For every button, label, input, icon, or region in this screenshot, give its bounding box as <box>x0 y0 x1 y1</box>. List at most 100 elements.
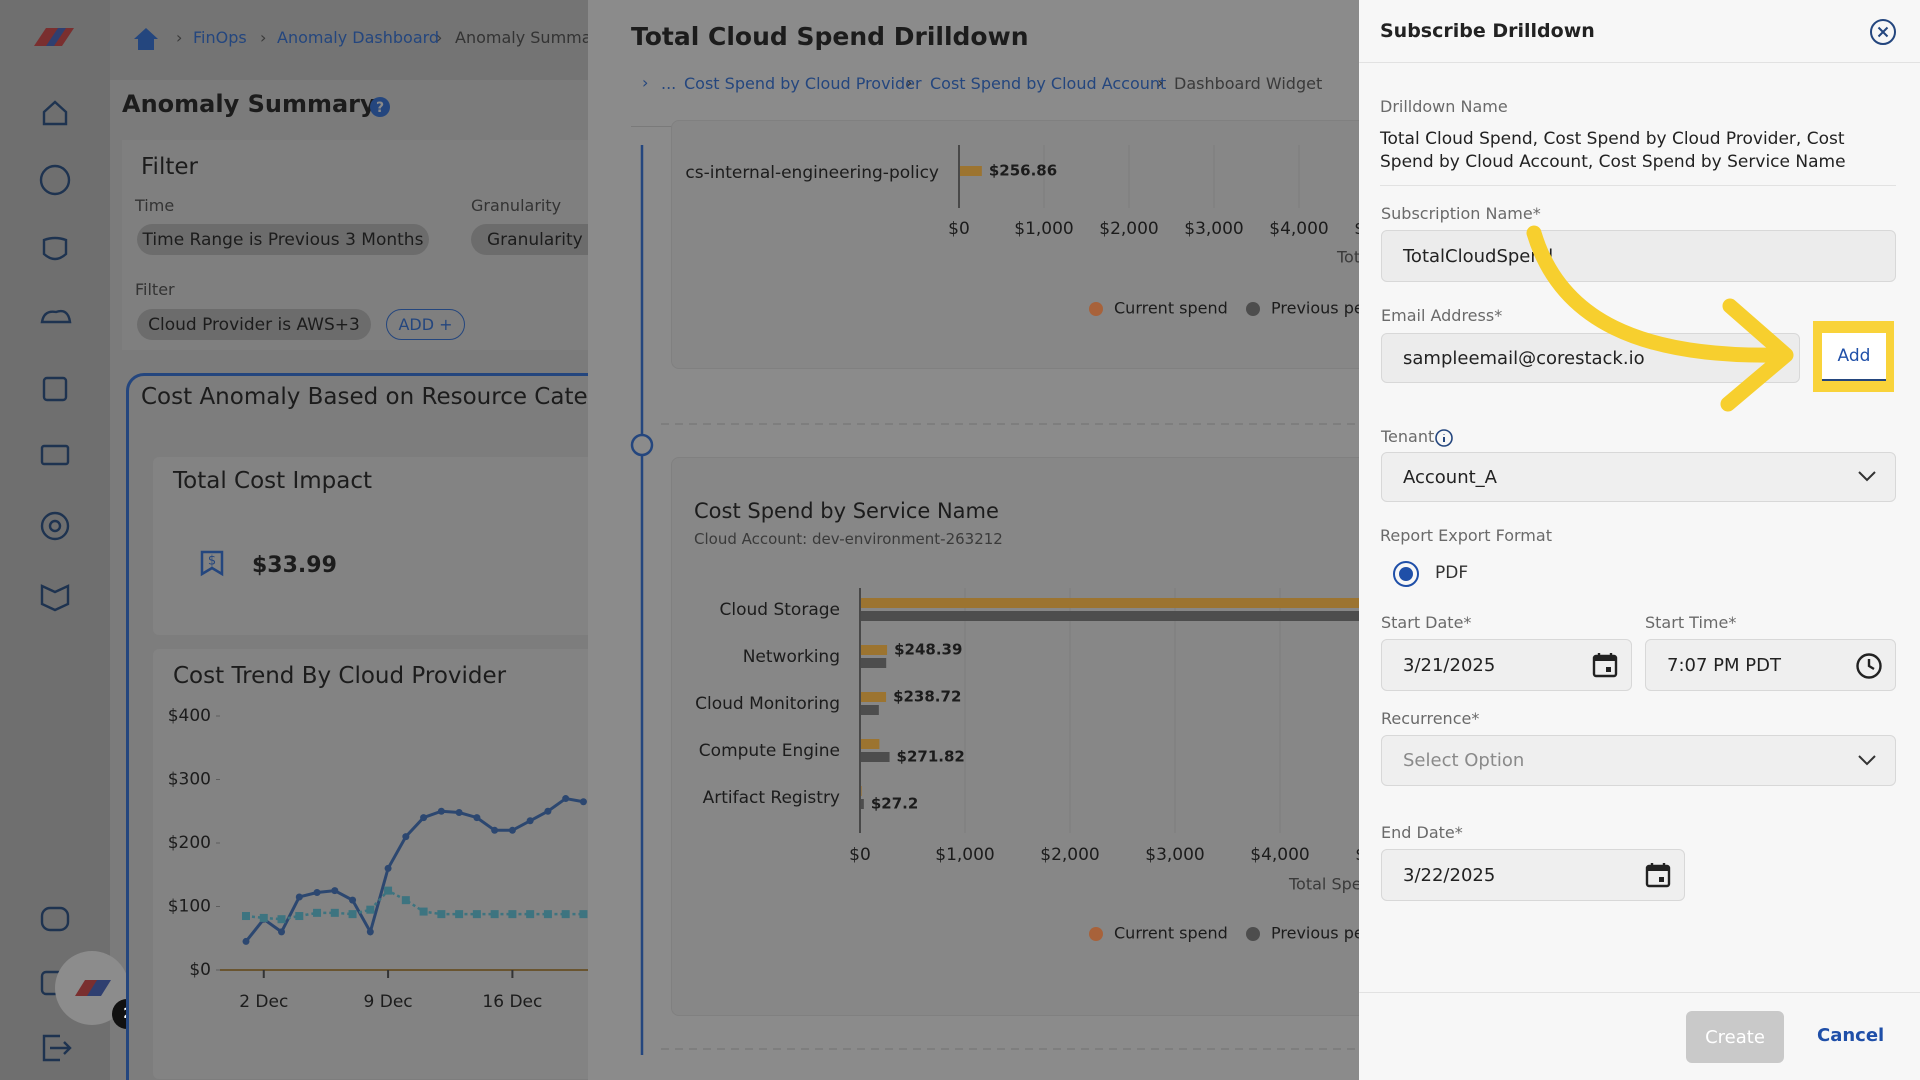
chevron: › <box>436 28 443 47</box>
breadcrumb-link[interactable]: Cost Spend by Cloud Account <box>930 74 1167 93</box>
value-label: $271.82 <box>897 748 965 766</box>
tenant-select[interactable]: Account_A <box>1381 452 1896 502</box>
impact-value: $33.99 <box>252 553 337 578</box>
trend-card <box>153 649 613 1079</box>
impact-card <box>153 457 613 635</box>
point <box>313 889 321 897</box>
start-date-input[interactable]: 3/21/2025 <box>1381 639 1632 691</box>
legend-label: Current spend <box>1114 924 1228 943</box>
svg-text:$: $ <box>208 554 216 569</box>
page-title: Anomaly Summary <box>122 90 376 118</box>
legend-swatch <box>1246 302 1260 316</box>
dropdown-chevron <box>1858 755 1876 766</box>
bar <box>861 658 887 668</box>
point <box>330 908 339 917</box>
breadcrumb-link[interactable]: Anomaly Dashboard <box>277 28 440 47</box>
x-tick-label: $4,000 <box>1250 845 1309 865</box>
clock-icon[interactable] <box>1855 652 1883 680</box>
point <box>543 910 552 919</box>
y-tick-label: cs-internal-engineering-policy <box>685 163 939 183</box>
point <box>561 910 570 919</box>
point <box>349 896 357 904</box>
field-label: End Date* <box>1381 823 1463 842</box>
point <box>402 833 410 841</box>
recurrence-select[interactable]: Select Option <box>1381 735 1896 786</box>
drilldown-name: Total Cloud Spend, Cost Spend by Cloud P… <box>1380 129 1846 172</box>
radio-label: PDF <box>1435 563 1469 583</box>
sidebar-icons <box>34 28 74 1062</box>
point <box>401 896 410 905</box>
chevron: › <box>906 73 913 92</box>
x-tick-label: $0 <box>849 845 871 865</box>
point <box>544 807 552 815</box>
axis-title: Total Spend <box>1336 248 1359 267</box>
impact-title: Total Cost Impact <box>173 468 373 494</box>
filter-chip[interactable]: Cloud Provider is AWS+3 <box>137 309 371 340</box>
start-time-input[interactable]: 7:07 PM PDT <box>1645 639 1896 691</box>
point <box>295 893 303 901</box>
home-icon[interactable] <box>132 26 160 52</box>
trend-title: Cost Trend By Cloud Provider <box>173 663 507 689</box>
bar <box>861 786 862 796</box>
x-tick-label: 2 Dec <box>239 992 288 1012</box>
email-input[interactable]: sampleemail@corestack.io <box>1381 333 1800 383</box>
breadcrumb-link[interactable]: FinOps <box>193 28 247 47</box>
bar <box>861 799 864 809</box>
y-tick-label: $100 <box>168 897 211 917</box>
point <box>277 915 286 924</box>
value-label: $256.86 <box>989 162 1057 180</box>
y-tick-label: $0 <box>189 960 211 980</box>
filter-label: Filter <box>135 280 175 299</box>
cancel-button[interactable]: Cancel <box>1817 1025 1885 1046</box>
point <box>491 826 499 834</box>
y-tick-label: $200 <box>168 833 211 853</box>
breadcrumb-link[interactable]: ... <box>661 74 677 93</box>
chart-title: Cost Spend by Service Name <box>694 499 999 523</box>
close-button[interactable] <box>1869 18 1897 46</box>
point <box>579 798 587 806</box>
point <box>313 908 322 917</box>
point <box>508 910 517 919</box>
chevron: › <box>642 73 649 92</box>
subscription-input[interactable]: TotalCloudSpend <box>1381 230 1896 282</box>
add-filter-button[interactable]: ADD + <box>386 309 465 340</box>
x-tick-label: $4,000 <box>1269 219 1328 239</box>
info-icon[interactable] <box>1434 428 1454 448</box>
point <box>242 937 250 945</box>
bar <box>861 611 1359 621</box>
y-tick-label: $300 <box>168 770 211 790</box>
divider <box>1359 992 1920 993</box>
dropdown-chevron <box>1858 471 1876 482</box>
filter-chip[interactable]: Time Range is Previous 3 Months <box>137 224 429 255</box>
end-date-input[interactable]: 3/22/2025 <box>1381 849 1685 901</box>
x-tick-label: $5,000 <box>1355 845 1359 865</box>
calendar-icon[interactable] <box>1645 862 1671 888</box>
help-icon[interactable]: ? <box>369 96 391 118</box>
divider <box>1380 185 1896 186</box>
calendar-icon[interactable] <box>1592 652 1618 678</box>
impact-icon: $ <box>200 550 224 577</box>
add-email-button[interactable]: Add <box>1822 333 1886 381</box>
field-label: Drilldown Name <box>1380 97 1508 116</box>
point <box>472 910 481 919</box>
breadcrumb-link[interactable]: Cost Spend by Cloud Provider <box>684 74 922 93</box>
chart-card <box>671 120 1359 369</box>
legend-label: Current spend <box>1114 299 1228 318</box>
point <box>490 910 499 919</box>
create-button[interactable]: Create <box>1686 1011 1784 1063</box>
point <box>259 913 268 922</box>
radio-button[interactable] <box>1392 560 1420 588</box>
point <box>419 907 428 916</box>
point <box>366 905 375 914</box>
point <box>348 910 357 919</box>
field-label: Tenant <box>1381 427 1435 446</box>
legend-label: Previous period <box>1271 924 1359 943</box>
bar <box>861 598 1359 608</box>
filter-title: Filter <box>141 154 198 180</box>
point <box>242 912 250 921</box>
x-tick-label: 9 Dec <box>364 992 413 1012</box>
point <box>579 910 588 919</box>
bar <box>861 692 887 702</box>
point <box>420 814 428 822</box>
